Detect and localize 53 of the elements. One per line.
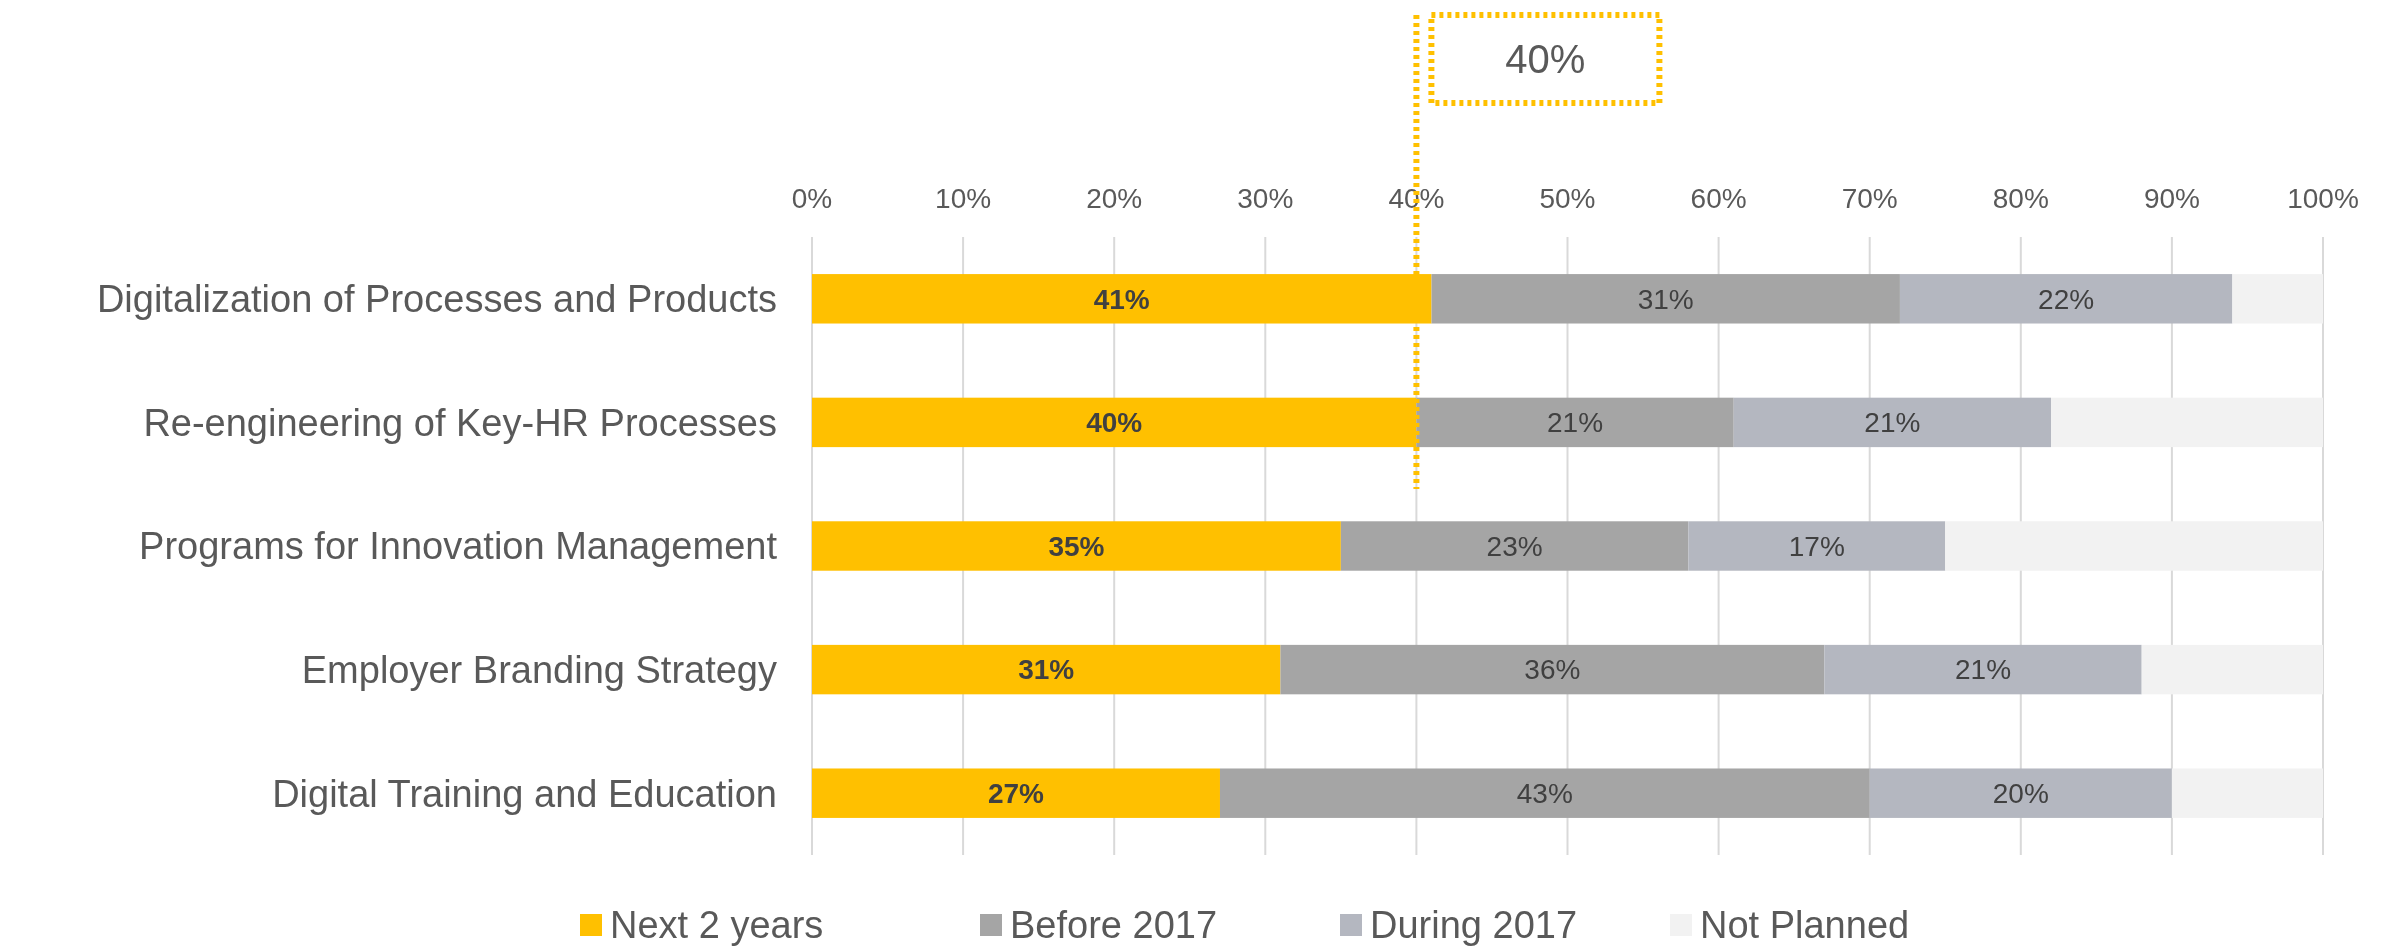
- bar: [2141, 644, 2323, 695]
- legend-label: Next 2 years: [610, 904, 824, 947]
- data-label: 31%: [1637, 283, 1694, 315]
- bar: [1945, 521, 2323, 571]
- bar: [1824, 644, 2142, 695]
- data-label: 43%: [1516, 778, 1573, 809]
- bar: [1899, 274, 2233, 324]
- bar: [2171, 768, 2323, 818]
- data-label: 36%: [1524, 654, 1581, 686]
- legend-label: Not Planned: [1700, 904, 1910, 947]
- data-label: 20%: [1992, 778, 2049, 809]
- bar: [1733, 397, 2052, 448]
- y-tick-label: Programs for Innovation Management: [139, 525, 778, 568]
- bar: [812, 644, 1281, 695]
- bar: [1340, 521, 1689, 571]
- x-tick-label: 20%: [1086, 182, 1143, 214]
- bar: [2051, 397, 2323, 448]
- x-tick-label: 0%: [791, 182, 833, 214]
- x-tick-label: 60%: [1690, 182, 1747, 214]
- data-label: 21%: [1547, 407, 1604, 439]
- bar: [1280, 644, 1825, 695]
- x-tick-label: 100%: [2287, 182, 2359, 214]
- bar: [1219, 768, 1870, 818]
- legend-label: Before 2017: [1010, 904, 1218, 947]
- bar: [1431, 274, 1900, 324]
- data-label: 22%: [2038, 283, 2095, 315]
- bar: [1869, 768, 2172, 818]
- x-tick-label: 50%: [1539, 182, 1596, 214]
- data-label: 27%: [987, 778, 1045, 809]
- data-label: 23%: [1486, 530, 1543, 562]
- data-label: 21%: [1955, 654, 2012, 686]
- data-label: 17%: [1788, 530, 1845, 562]
- x-tick-label: 80%: [1992, 182, 2049, 214]
- x-tick-label: 10%: [935, 182, 992, 214]
- bar: [812, 768, 1220, 818]
- bar: [1416, 397, 1734, 448]
- bar: [812, 521, 1341, 571]
- legend-label: During 2017: [1370, 904, 1578, 947]
- data-label: 35%: [1048, 530, 1105, 562]
- x-tick-label: 70%: [1841, 182, 1898, 214]
- ref-line-label: 40%: [1505, 37, 1586, 81]
- data-label: 40%: [1086, 407, 1143, 439]
- y-tick-label: Digitalization of Processes and Products: [96, 278, 777, 321]
- x-tick-label: 90%: [2143, 182, 2200, 214]
- y-tick-label: Employer Branding Strategy: [301, 648, 777, 691]
- bar: [1688, 521, 1946, 571]
- data-label: 41%: [1093, 283, 1150, 315]
- data-label: 31%: [1018, 654, 1075, 686]
- y-tick-label: Re-engineering of Key-HR Processes: [143, 401, 777, 444]
- data-label: 21%: [1864, 407, 1921, 439]
- x-tick-label: 30%: [1237, 182, 1294, 214]
- bar: [2232, 274, 2323, 324]
- y-tick-label: Digital Training and Education: [272, 772, 777, 815]
